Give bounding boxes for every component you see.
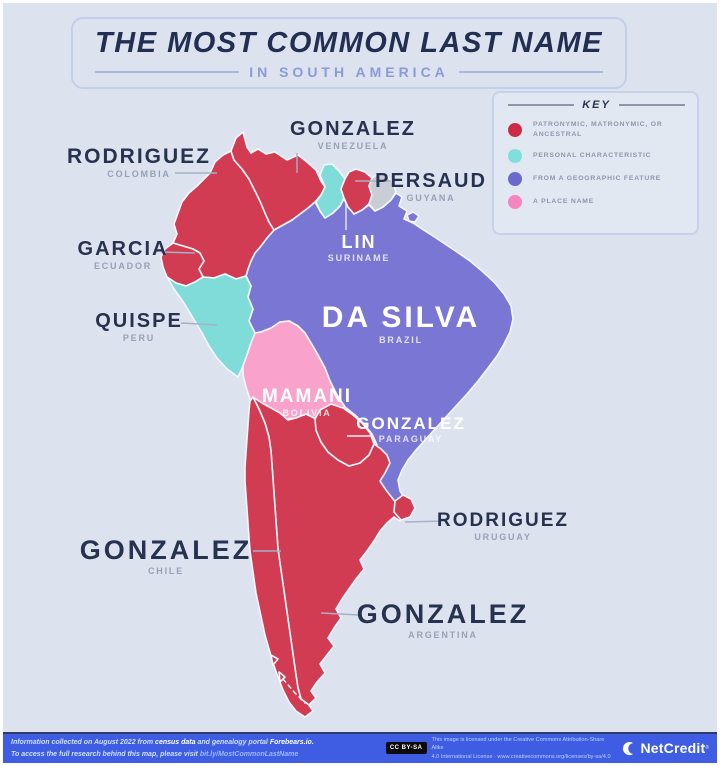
footer-link[interactable]: bit.ly/MostCommonLastName [199,750,299,758]
tierra-del-fuego-dashes [282,678,306,704]
cc-license-badge: CC BY-SA [385,742,427,755]
label-pointers-light [345,203,373,437]
label-colombia: RODRIGUEZ COLOMBIA [67,145,211,179]
label-guyana: PERSAUD GUYANA [375,170,487,203]
south-america-map [160,131,514,718]
label-venezuela: GONZALEZ VENEZUELA [290,118,416,151]
key-label: FROM A GEOGRAPHIC FEATURE [533,175,662,183]
netcredit-logo: NetCredit ® [622,740,709,757]
key-item-patronymic: PATRONYMIC, MATRONYMIC, OR ANCESTRAL [508,120,685,140]
key-rule-left [508,104,575,106]
key-dot-purple [508,172,522,187]
label-suriname: LIN SURINAME [327,232,391,263]
legend: KEY PATRONYMIC, MATRONYMIC, OR ANCESTRAL… [492,91,699,235]
key-dot-pink [508,195,522,210]
label-chile: GONZALEZ CHILE [79,535,253,576]
island-south-2 [278,671,286,683]
footer-info-bold: Forebears.io. [269,739,314,747]
label-pointers [160,153,448,616]
label-bolivia: MAMANI BOLIVIA [261,386,353,418]
country-chile [244,396,314,718]
page-subtitle: IN SOUTH AMERICA [249,63,449,80]
label-brazil: DA SILVA BRAZIL [321,301,481,345]
region-french-guiana [368,172,397,212]
title-box: THE MOST COMMON LAST NAME IN SOUTH AMERI… [71,17,627,89]
title-rule-right [458,70,603,73]
footer-info-text: Information collected on August 2022 fro… [11,739,156,747]
label-paraguay: GONZALEZ PARAGUAY [356,414,466,444]
netcredit-wordmark: NetCredit [640,740,706,757]
key-item-geographic-feature: FROM A GEOGRAPHIC FEATURE [508,172,685,187]
key-label: PATRONYMIC, MATRONYMIC, OR ANCESTRAL [533,121,663,139]
island-marajo [406,211,420,223]
license-text: This image is licensed under the Creativ… [431,736,611,760]
netcredit-crescent-icon [622,741,637,756]
key-item-place-name: A PLACE NAME [508,195,685,210]
footer-info: Information collected on August 2022 fro… [11,737,314,759]
island-south-1 [270,654,279,666]
key-dot-teal [508,149,522,164]
registered-mark: ® [705,745,709,752]
key-item-personal-characteristic: PERSONAL CHARACTERISTIC [508,149,685,164]
footer-info-text: To access the full research behind this … [11,750,200,758]
label-uruguay: RODRIGUEZ URUGUAY [437,510,569,542]
key-rule-right [618,104,685,106]
label-peru: QUISPE PERU [95,310,183,343]
country-guyana [315,163,346,219]
key-label: PERSONAL CHARACTERISTIC [533,152,652,160]
key-label: A PLACE NAME [533,198,595,206]
label-ecuador: GARCIA ECUADOR [77,238,169,271]
footer-separator [3,732,717,734]
country-paraguay [314,403,375,467]
country-peru [166,273,256,378]
footer-info-bold: census data [155,739,196,747]
footer-info-text: and genealogy portal [195,739,270,747]
label-argentina: GONZALEZ ARGENTINA [356,599,530,640]
footer-bar: Information collected on August 2022 fro… [3,734,717,763]
title-rule-left [95,70,240,73]
country-uruguay [393,494,416,521]
key-heading: KEY [582,99,611,111]
page-title: THE MOST COMMON LAST NAME [95,26,603,59]
key-dot-red [508,123,522,138]
